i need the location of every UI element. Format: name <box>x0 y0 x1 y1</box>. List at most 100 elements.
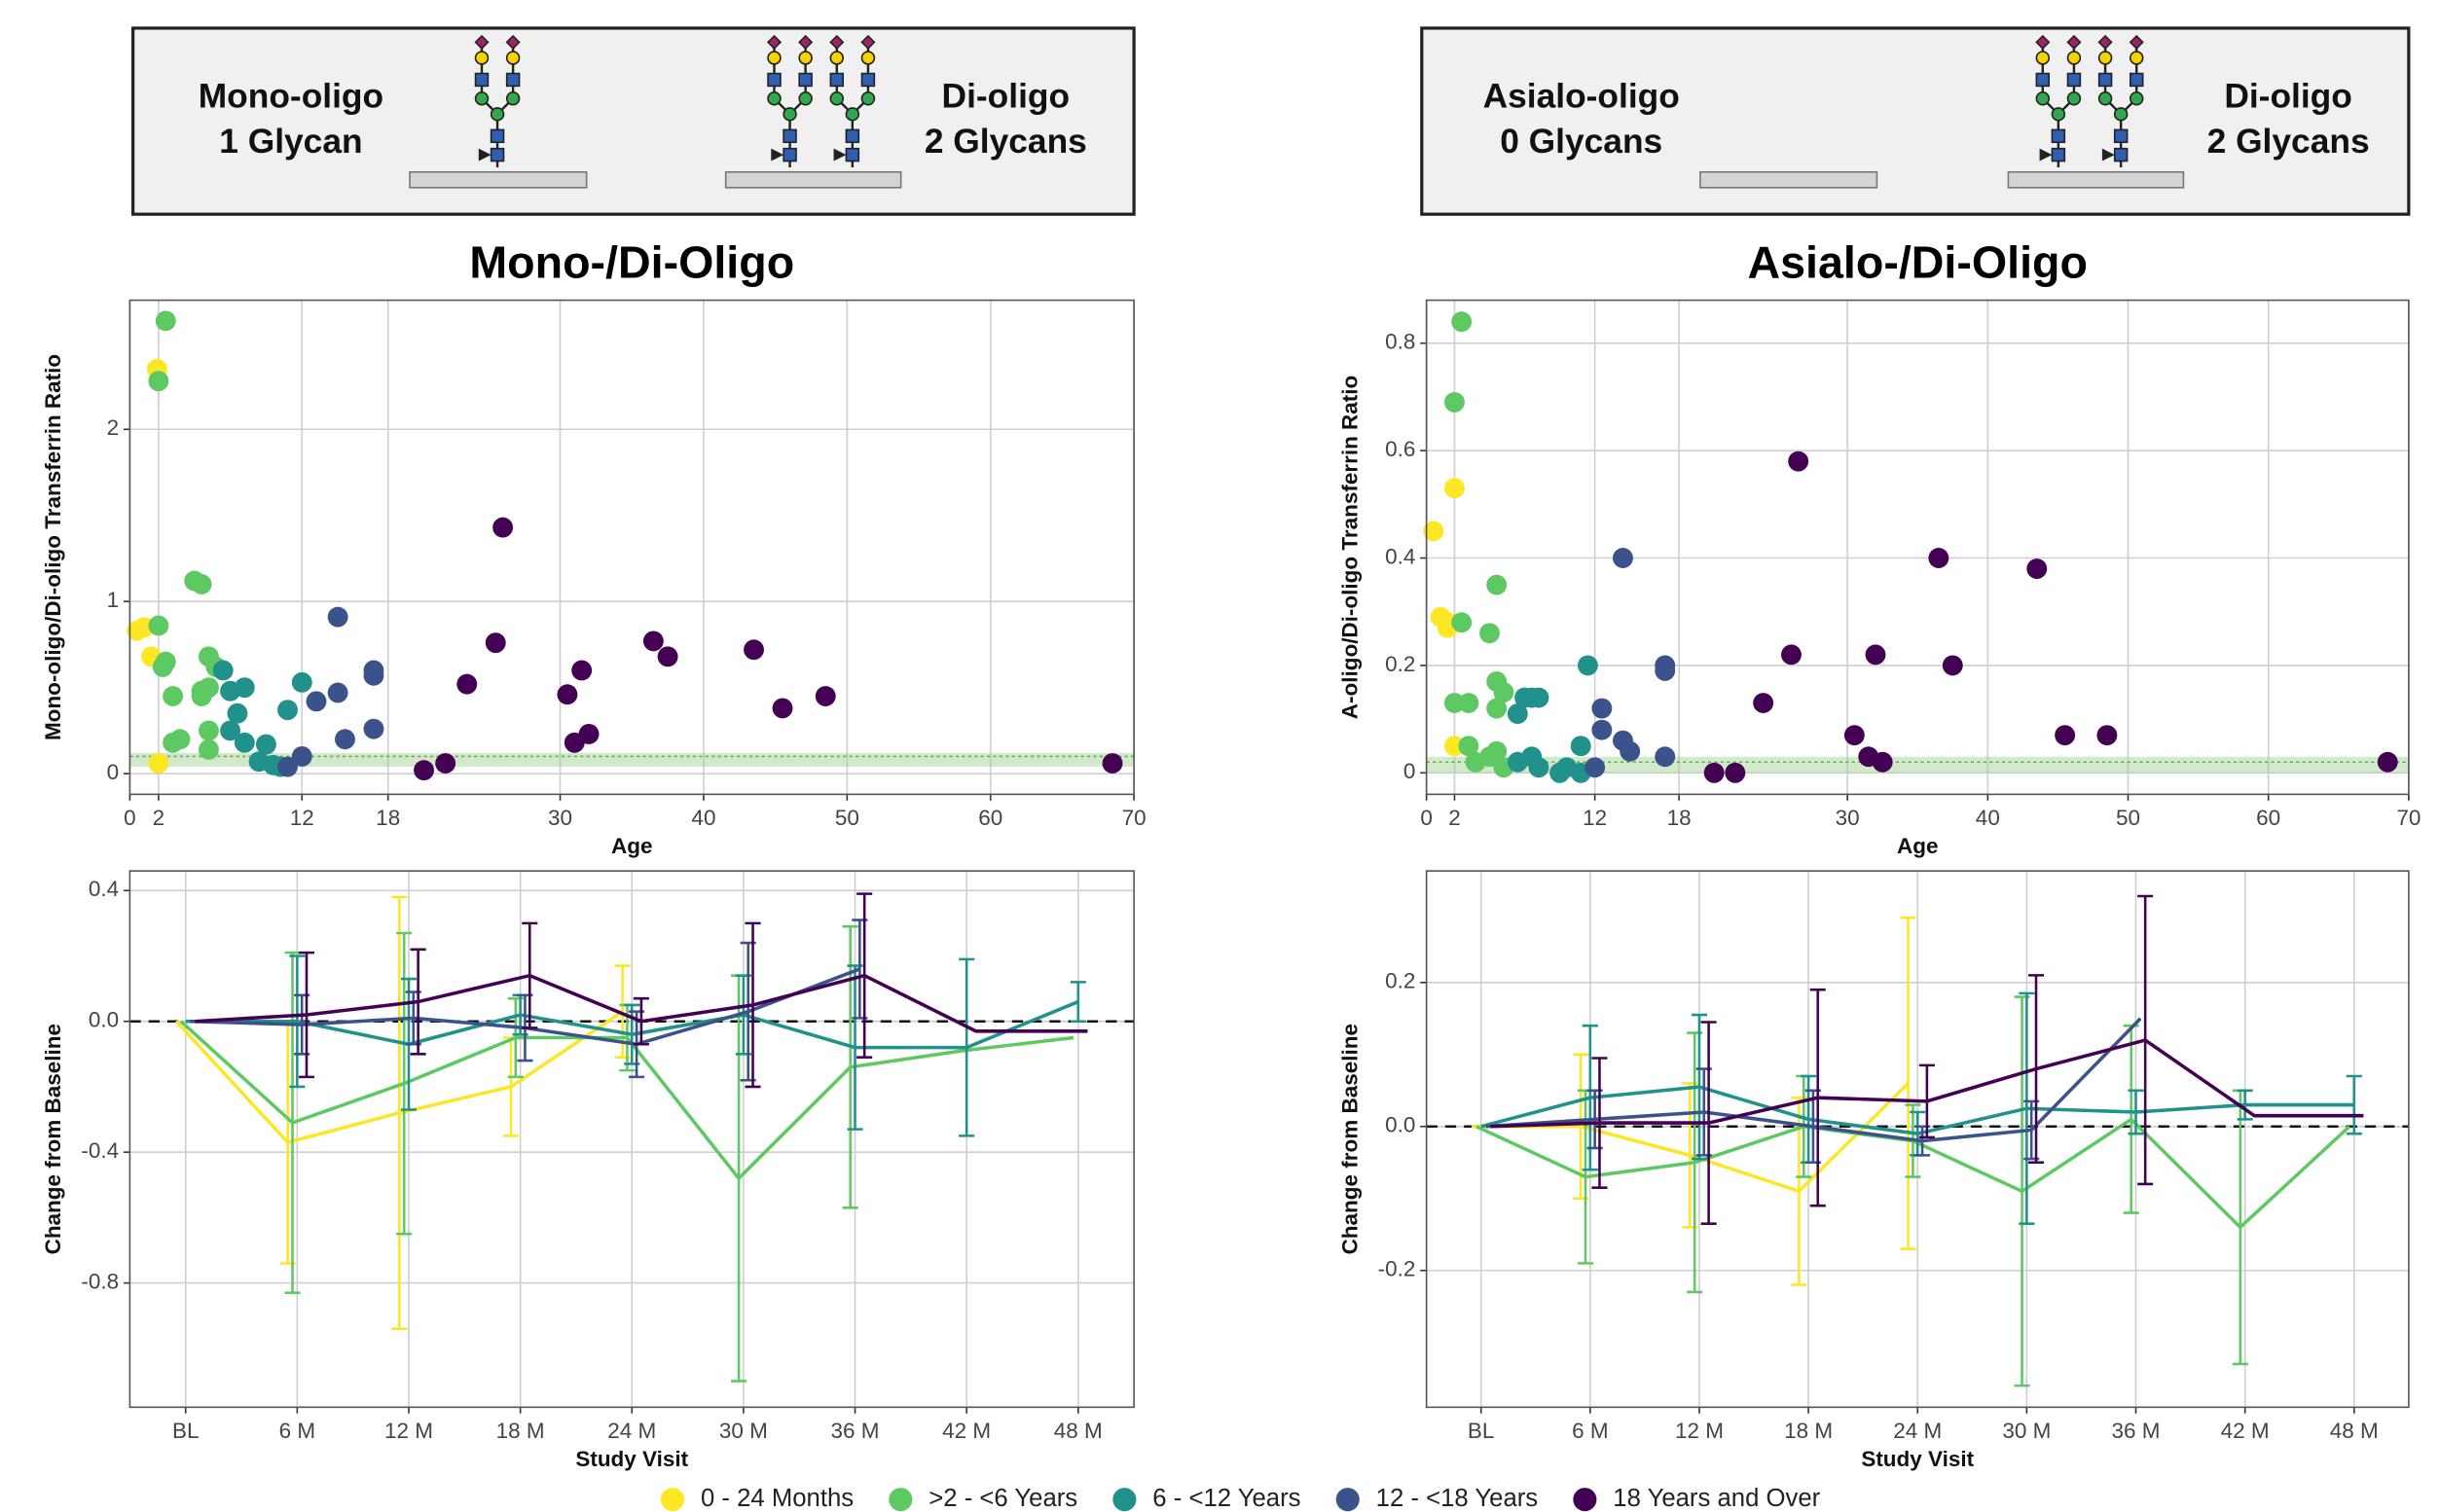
protein-bar <box>724 170 902 189</box>
x-tick-label: 70 <box>1122 806 1147 830</box>
plot-border <box>1425 299 2410 796</box>
x-tick-label: 12 <box>1583 806 1607 830</box>
data-point <box>199 720 219 741</box>
y-tick-label: 2 <box>107 415 120 440</box>
glycan-icon <box>2035 34 2082 167</box>
x-axis-label: Age <box>1897 834 1938 858</box>
data-point <box>557 684 578 705</box>
y-tick-label: 1 <box>107 588 120 612</box>
y-tick-label: 0.8 <box>1385 330 1415 354</box>
glycan-man <box>2097 91 2113 106</box>
data-point <box>1451 612 1473 633</box>
data-point <box>1577 655 1598 676</box>
x-tick-label: 6 M <box>279 1419 315 1443</box>
data-point <box>2377 751 2398 773</box>
data-point <box>1486 698 1508 719</box>
glycan-sia <box>2066 34 2082 50</box>
x-tick-label: 60 <box>2256 806 2280 830</box>
x-tick-label: 42 M <box>2221 1419 2270 1443</box>
x-tick-label: 30 M <box>2002 1419 2051 1443</box>
glycan-glcnac <box>2113 128 2129 144</box>
header-label: Asialo-oligo <box>1483 78 1680 116</box>
glycan-man <box>2051 107 2066 122</box>
glycan-man <box>2035 91 2051 106</box>
data-point <box>414 760 434 781</box>
series-line <box>1485 1017 2142 1143</box>
data-point <box>492 517 514 538</box>
glycan-sia <box>505 34 521 50</box>
glycan-icon <box>474 34 521 167</box>
y-tick-label: 0.2 <box>1385 652 1415 676</box>
plot-border <box>128 299 1135 796</box>
data-point <box>1655 660 1676 681</box>
data-point <box>1843 725 1865 746</box>
data-point <box>485 632 506 654</box>
x-tick-label: 48 M <box>2330 1419 2379 1443</box>
x-tick-label: 18 <box>376 806 400 830</box>
plot-background <box>129 300 1135 795</box>
glycan-gal <box>474 51 490 65</box>
glycan-fucose <box>771 148 784 162</box>
y-tick-label: 0.4 <box>1385 544 1415 568</box>
x-tick-label: 18 <box>1667 806 1692 830</box>
header-label: Mono-oligo <box>199 78 383 116</box>
data-point <box>1928 548 1949 568</box>
legend-marker <box>1573 1488 1597 1512</box>
glycan-fucose <box>478 148 492 162</box>
data-point <box>1451 311 1473 333</box>
glycan-glcnac <box>798 72 813 88</box>
glycan-gal <box>2097 51 2113 65</box>
data-point <box>169 729 191 750</box>
y-tick-label: -0.8 <box>81 1270 119 1294</box>
data-point <box>1620 740 1641 762</box>
glycan-glcnac <box>767 72 782 88</box>
glycan-sia <box>860 34 876 50</box>
data-point <box>1444 391 1465 413</box>
data-point <box>327 682 348 703</box>
x-axis-label: Study Visit <box>575 1447 688 1471</box>
data-point <box>1486 574 1508 595</box>
x-tick-label: 2 <box>1448 806 1461 830</box>
x-tick-label: 40 <box>691 806 715 830</box>
y-axis-label: Change from Baseline <box>41 1024 65 1254</box>
x-tick-label: 0 <box>1420 806 1433 830</box>
legend-label: 6 - <12 Years <box>1152 1485 1300 1512</box>
x-tick-label: 6 M <box>1572 1419 1608 1443</box>
x-tick-label: 2 <box>153 806 165 830</box>
data-point <box>435 753 456 774</box>
glycan-glcnac <box>829 72 845 88</box>
glycan-man <box>783 107 797 122</box>
glycan-glcnac <box>2035 72 2051 88</box>
glycan-man <box>767 91 782 106</box>
glycan-glcnac <box>2129 72 2144 88</box>
glycan-fucose <box>833 148 847 162</box>
data-point <box>1584 757 1606 778</box>
glycan-icon <box>829 34 876 167</box>
glycan-man <box>490 107 505 122</box>
header-box <box>131 26 1136 216</box>
x-tick-label: 24 M <box>607 1419 656 1443</box>
y-tick-label: -0.2 <box>1378 1257 1416 1281</box>
data-point <box>772 698 793 719</box>
data-point <box>227 702 248 724</box>
y-axis-label: A-oligo/Di-oligo Transferrin Ratio <box>1337 376 1362 720</box>
data-point <box>1613 548 1633 568</box>
glycan-glcnac <box>505 72 521 88</box>
glycan-gal <box>2066 51 2082 65</box>
glycan-icon <box>2097 34 2144 167</box>
glycan-sia <box>2129 34 2144 50</box>
x-tick-label: 42 M <box>942 1419 991 1443</box>
data-point <box>1528 757 1549 778</box>
header-sublabel: 0 Glycans <box>1500 123 1662 161</box>
x-tick-label: 36 M <box>831 1419 880 1443</box>
x-tick-label: 12 <box>290 806 314 830</box>
x-tick-label: 50 <box>835 806 859 830</box>
glycan-man <box>2066 91 2082 106</box>
data-point <box>2055 725 2076 746</box>
x-tick-label: 18 M <box>496 1419 545 1443</box>
glycan-sia <box>829 34 845 50</box>
data-point <box>1102 753 1123 774</box>
data-point <box>291 671 312 693</box>
data-point <box>1444 478 1465 499</box>
